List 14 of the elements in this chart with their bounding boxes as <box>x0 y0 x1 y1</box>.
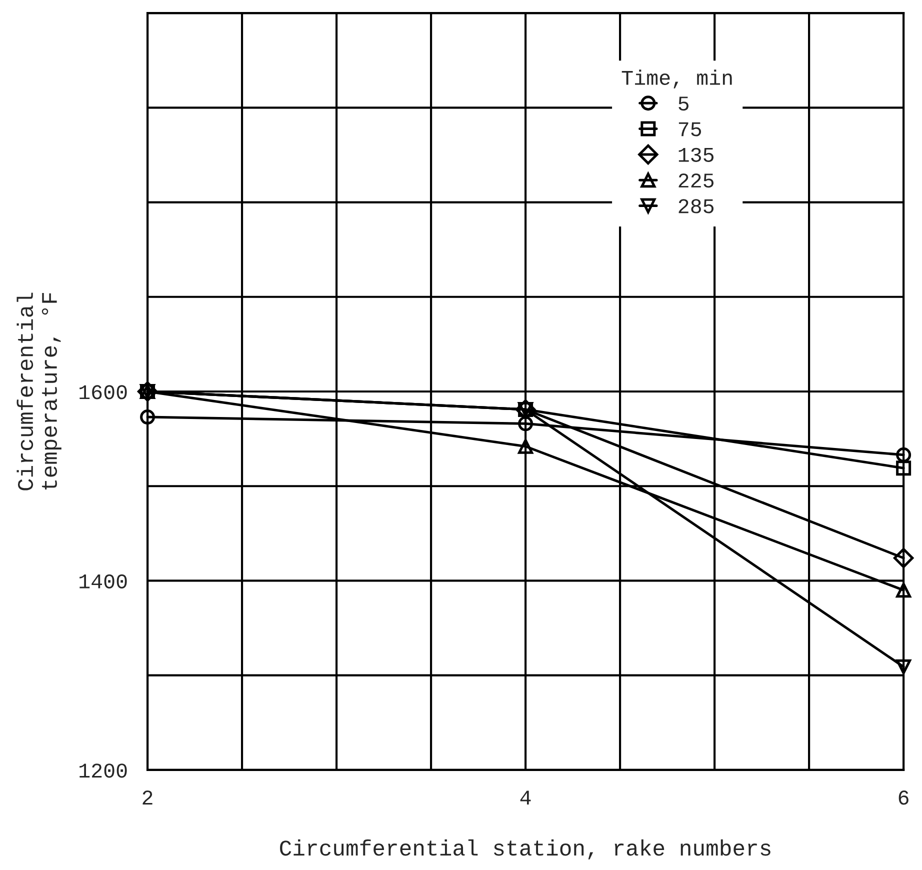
x-tick-label: 4 <box>520 790 531 804</box>
legend-title: Time, min <box>622 70 732 88</box>
x-tick-label: 6 <box>898 790 908 805</box>
y-axis-title: Circumferential temperature, °F <box>16 292 62 490</box>
x-axis-title: Circumferential station, rake numbers <box>280 839 770 860</box>
y-tick-label: 1400 <box>80 574 127 588</box>
legend-label: 225 <box>678 173 714 188</box>
legend-label: 5 <box>678 96 689 111</box>
y-tick-label: 1600 <box>80 385 127 400</box>
legend-label: 135 <box>678 148 714 162</box>
legend-label: 285 <box>678 199 714 214</box>
x-tick-label: 2 <box>142 790 152 804</box>
y-tick-label: 1200 <box>80 764 127 778</box>
legend-label: 75 <box>678 122 702 136</box>
